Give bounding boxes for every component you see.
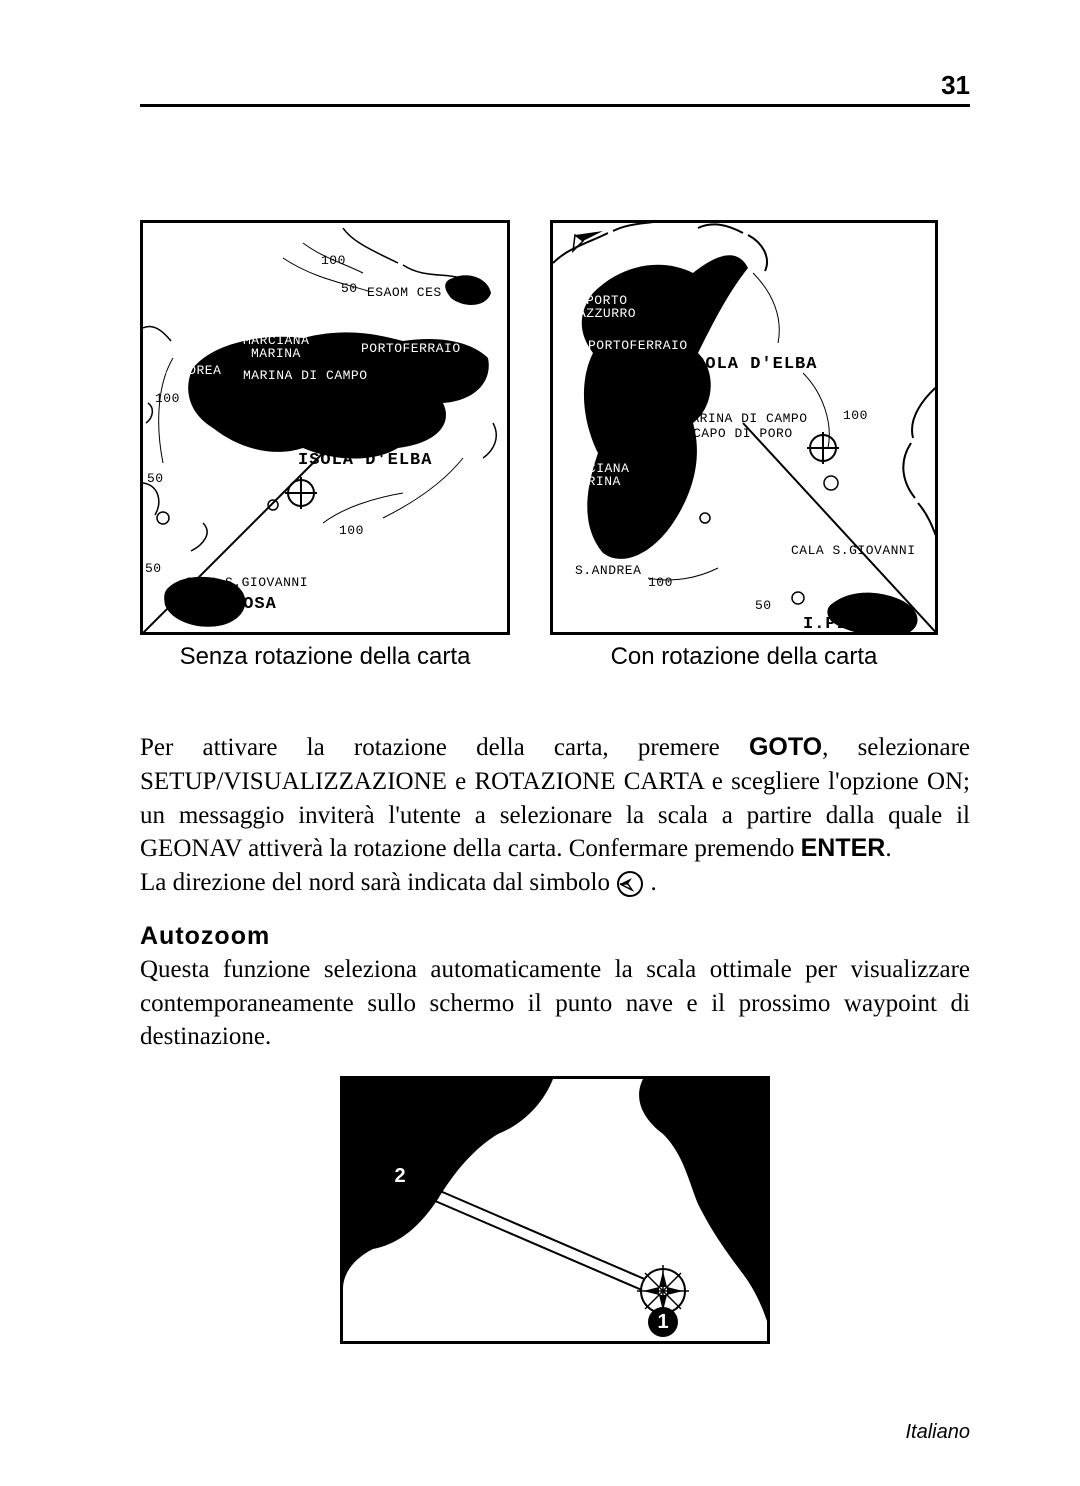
figure-right: PORTO AZZURRO 50 PORTOFERRAIO ISOLA D'EL… <box>550 220 938 671</box>
paragraph-autozoom: Questa funzione seleziona automaticament… <box>140 953 970 1054</box>
autozoom-svg <box>343 1079 770 1344</box>
map-without-rotation: 100 50 ESAOM CES MARCIANA MARINA PORTOFE… <box>140 220 510 635</box>
caption-right: Con rotazione della carta <box>611 643 878 671</box>
north-arrow-icon <box>616 870 644 898</box>
waypoint-2-badge: 2 <box>385 1161 415 1191</box>
figure-left: 100 50 ESAOM CES MARCIANA MARINA PORTOFE… <box>140 220 510 671</box>
depth-50c: 50 <box>147 471 164 486</box>
depth-50d: 50 <box>145 561 162 576</box>
map-with-rotation: PORTO AZZURRO 50 PORTOFERRAIO ISOLA D'EL… <box>550 220 938 635</box>
label-mcampo: MARINA DI CAMPO <box>243 368 368 383</box>
depth-100b: 100 <box>155 391 180 406</box>
figure-autozoom: 2 1 <box>340 1076 770 1344</box>
footer-language: Italiano <box>906 1421 971 1444</box>
depth-r100b: 100 <box>648 575 673 590</box>
label-portoferraio: PORTOFERRAIO <box>361 341 461 356</box>
label-r-marciana2: MARINA <box>571 474 621 489</box>
keyword-enter: ENTER <box>801 834 886 862</box>
p2a: La direzione del nord sarà indicata dal … <box>140 869 616 896</box>
waypoint-1-badge: 1 <box>648 1307 678 1337</box>
map-left-svg <box>143 223 510 635</box>
label-cala: CALA <box>185 575 218 590</box>
depth-r50b: 50 <box>755 598 772 613</box>
label-r-portoferraio: PORTOFERRAIO <box>588 338 688 353</box>
depth-50b: 50 <box>403 401 420 416</box>
page-number: 31 <box>941 70 970 101</box>
header-rule <box>140 104 970 107</box>
p1a: Per attivare la rotazione della carta, p… <box>140 734 749 761</box>
label-r-mcampo: MARINA DI CAMPO <box>683 411 808 426</box>
caption-left: Senza rotazione della carta <box>180 643 471 671</box>
depth-50: 50 <box>341 281 358 296</box>
depth-100: 100 <box>321 253 346 268</box>
label-r-cala: CALA S.GIOVANNI <box>791 543 916 558</box>
label-pianosa: I.PIANOSA <box>176 595 277 614</box>
label-marciana2: MARINA <box>251 346 301 361</box>
depth-r100: 100 <box>843 408 868 423</box>
depth-r50c: 50 <box>861 598 878 613</box>
label-sgiovanni: S.GIOVANNI <box>225 575 308 590</box>
label-r-isola: ISOLA D'ELBA <box>683 355 817 374</box>
depth-100c: 100 <box>339 523 364 538</box>
label-sandrea: S.ANDREA <box>155 363 221 378</box>
label-esaom: ESAOM CES <box>367 285 442 300</box>
label-r-capo: CAPO DI PORO <box>693 426 793 441</box>
paragraph-rotation: Per attivare la rotazione della carta, p… <box>140 731 970 900</box>
label-r-sandrea: S.ANDREA <box>575 563 641 578</box>
p1c: . <box>885 835 891 862</box>
section-autozoom-title: Autozoom <box>140 922 970 951</box>
keyword-goto: GOTO <box>749 733 822 761</box>
depth-r50a: 50 <box>695 303 712 318</box>
figure-row: 100 50 ESAOM CES MARCIANA MARINA PORTOFE… <box>140 220 970 671</box>
p2b: . <box>650 869 656 896</box>
label-r-pianosa: I.PIANOSA <box>803 615 904 634</box>
label-capo: CAPO DI PORO <box>298 433 398 448</box>
label-pazzurro2: AZZURRO <box>578 306 636 321</box>
label-isola-elba: ISOLA D'ELBA <box>298 451 432 470</box>
